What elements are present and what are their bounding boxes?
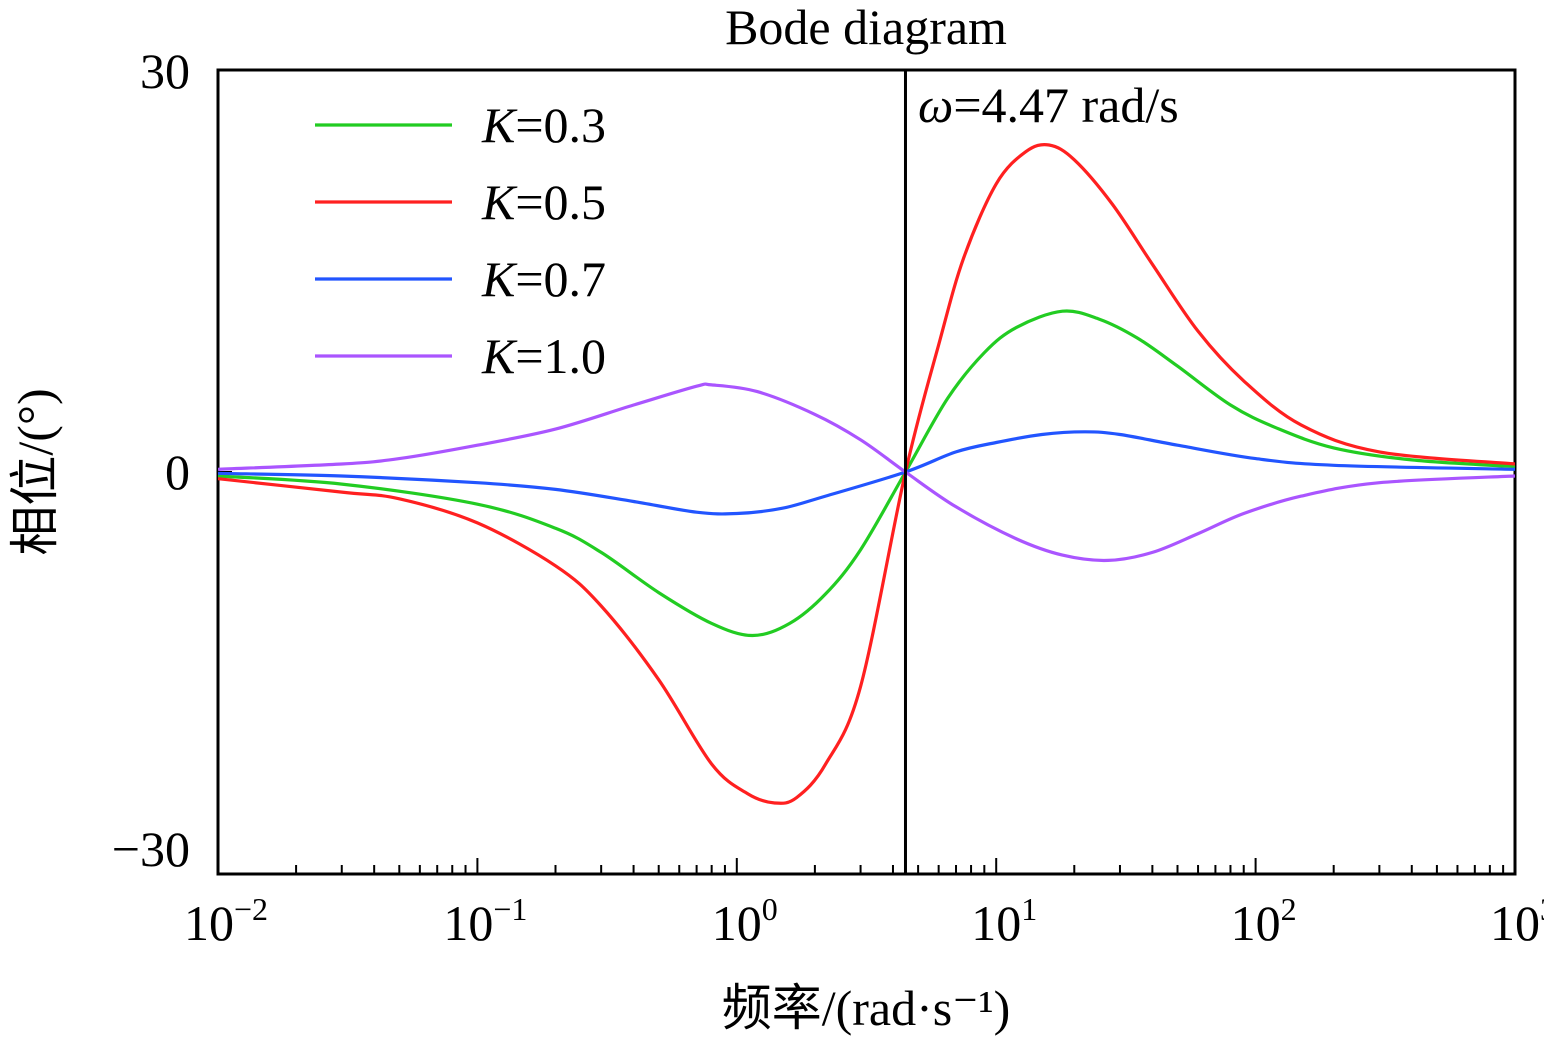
reference-line-label: ω=4.47 rad/s: [918, 77, 1179, 133]
legend-label: K=1.0: [481, 328, 606, 384]
y-tick-label: 0: [165, 444, 190, 500]
x-tick-label: 10−2: [184, 891, 268, 951]
series-line-k-0-7: [218, 430, 1515, 516]
plot-frame: [216, 68, 1517, 876]
legend-k-symbol: K: [481, 97, 518, 153]
reference-omega-symbol: ω: [918, 77, 953, 133]
reference-value-text: =4.47 rad/s: [953, 77, 1178, 133]
x-tick-label: 10−1: [443, 891, 527, 951]
x-tick-exponent: −2: [234, 891, 268, 927]
x-tick-exponent: 0: [762, 891, 778, 927]
x-tick-exponent: 3: [1540, 891, 1544, 927]
x-tick-labels: 10−210−1100101102103: [184, 891, 1544, 951]
x-tick-exponent: 1: [1021, 891, 1037, 927]
series-line-k-0-5: [218, 142, 1515, 805]
x-tick-label: 100: [712, 891, 778, 951]
x-tick-label: 103: [1490, 891, 1544, 951]
x-tick-exponent: −1: [493, 891, 527, 927]
y-tick-labels: −30 0 30: [112, 43, 190, 877]
series-lines: [218, 142, 1515, 805]
y-tick-label: 30: [140, 43, 190, 99]
legend-label: K=0.3: [481, 97, 606, 153]
x-tick-exponent: 2: [1281, 891, 1297, 927]
legend-k-symbol: K: [481, 251, 518, 307]
legend-k-value: =0.3: [515, 97, 606, 153]
series-line-k-1-0: [218, 382, 1515, 563]
legend-label: K=0.5: [481, 174, 606, 230]
legend-k-value: =0.5: [515, 174, 606, 230]
legend-k-value: =0.7: [515, 251, 606, 307]
x-tick-mantissa: 10: [712, 895, 762, 951]
legend-k-symbol: K: [481, 328, 518, 384]
y-axis-label: 相位/(°): [7, 388, 63, 555]
x-axis-label: 频率/(rad·s⁻¹): [722, 980, 1011, 1036]
x-tick-mantissa: 10: [184, 895, 234, 951]
series-line-k-0-3: [218, 309, 1515, 638]
x-tick-mantissa: 10: [1231, 895, 1281, 951]
legend: K=0.3K=0.5K=0.7K=1.0: [315, 97, 606, 384]
legend-k-value: =1.0: [515, 328, 606, 384]
x-tick-label: 102: [1231, 891, 1297, 951]
x-tick-mantissa: 10: [443, 895, 493, 951]
x-axis-ticks: [217, 858, 1505, 874]
x-tick-mantissa: 10: [971, 895, 1021, 951]
y-tick-label: −30: [112, 821, 190, 877]
legend-k-symbol: K: [481, 174, 518, 230]
chart-title: Bode diagram: [725, 0, 1007, 55]
x-tick-label: 101: [971, 891, 1037, 951]
legend-label: K=0.7: [481, 251, 606, 307]
x-tick-mantissa: 10: [1490, 895, 1540, 951]
